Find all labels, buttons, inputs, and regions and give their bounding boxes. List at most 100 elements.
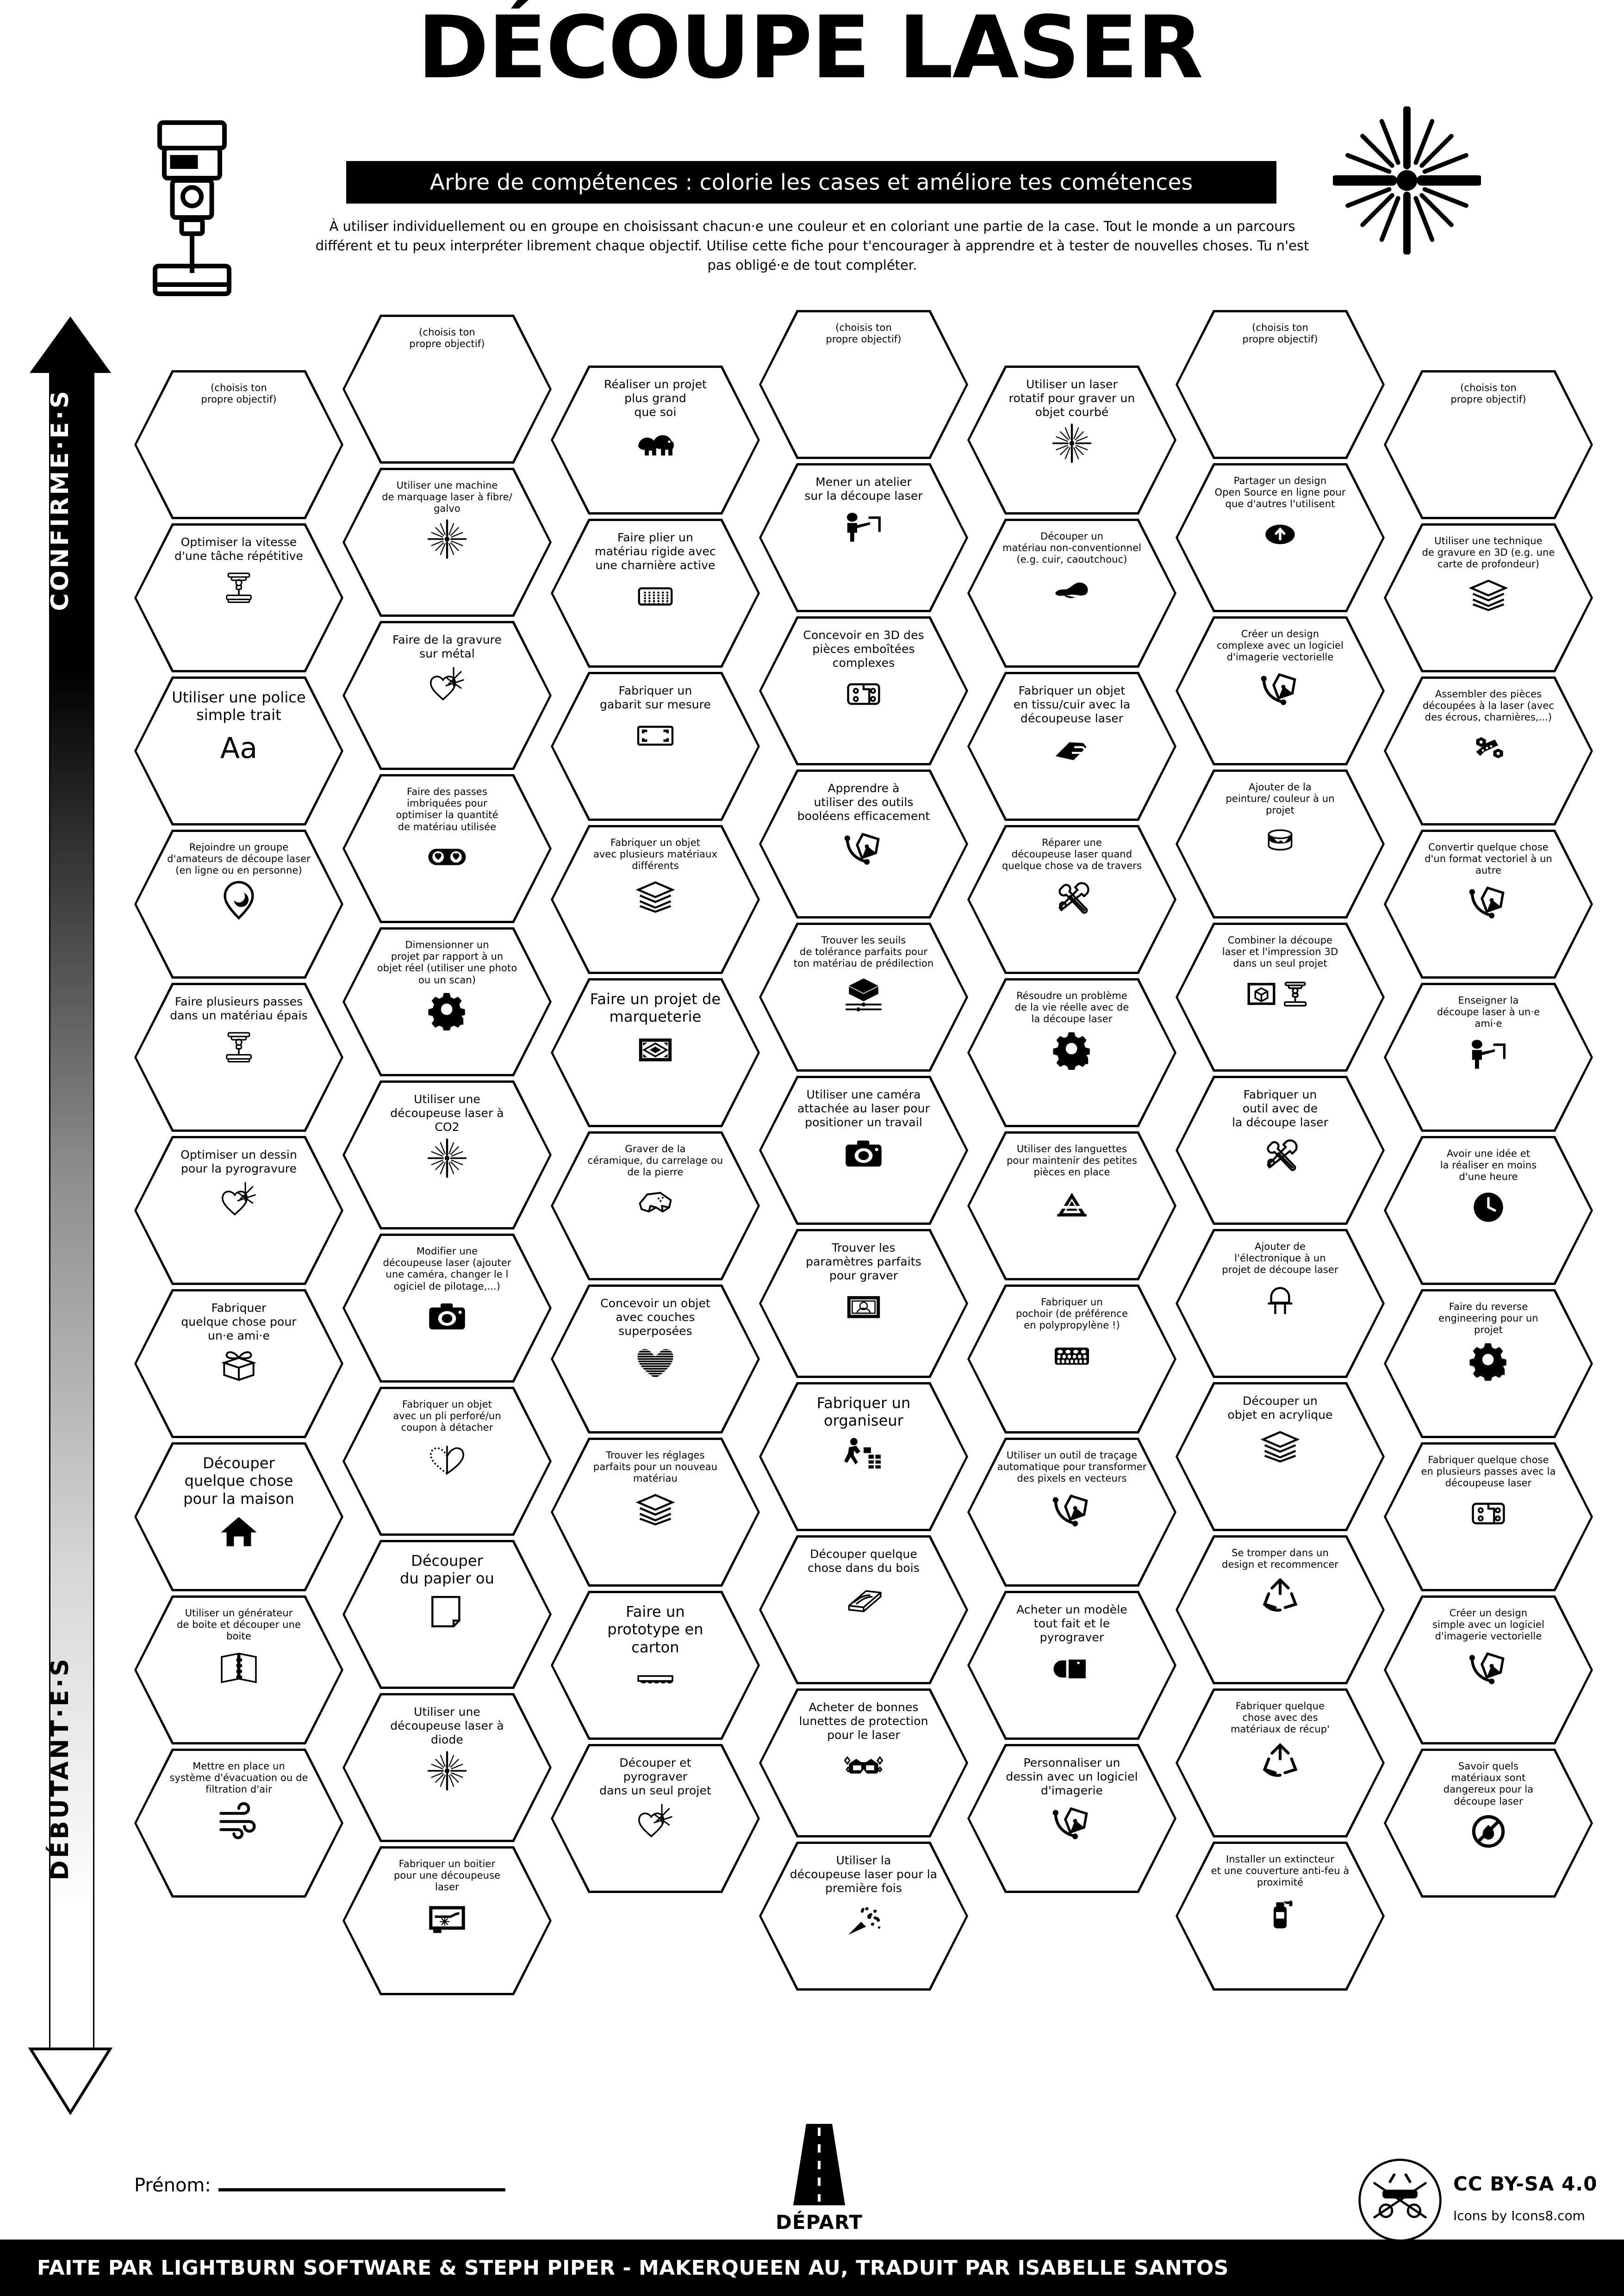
skill-hex-c6-r2[interactable]: Partager un design Open Source en ligne p… xyxy=(1176,463,1385,612)
skill-hex-c3-r8[interactable]: Trouver les réglages parfaits pour un nou… xyxy=(551,1438,760,1587)
presenter-icon xyxy=(1468,1035,1509,1074)
skill-hex-c5-r7[interactable]: Fabriquer un pochoir (de préférence en pol… xyxy=(967,1285,1176,1433)
skill-hex-c2-r10[interactable]: Utiliser une découpeuse laser à diode xyxy=(342,1693,552,1842)
hex-label: Fabriquer un pochoir (de préférence en pol… xyxy=(1016,1297,1128,1331)
hex-content: Découper un matériau non-conventionnel (e.… xyxy=(967,519,1176,668)
hex-fill xyxy=(345,1542,549,1687)
pen-tool-icon xyxy=(1052,1802,1092,1841)
skill-hex-c2-r4[interactable]: Faire des passes imbriquées pour optimiser… xyxy=(342,774,552,923)
skill-hex-c6-r8[interactable]: Découper un objet en acrylique xyxy=(1176,1382,1385,1531)
skill-hex-c1-r7[interactable]: Fabriquer quelque chose pour un·e ami·e xyxy=(134,1289,343,1438)
skill-hex-c3-r1[interactable]: Réaliser un projet plus grand que soi xyxy=(551,366,760,515)
skill-hex-c3-r3[interactable]: Fabriquer un gabarit sur mesure xyxy=(551,672,760,821)
skill-hex-c1-r5[interactable]: Faire plusieurs passes dans un matériau é… xyxy=(134,983,343,1132)
folded-fabric-icon xyxy=(1052,730,1092,769)
skill-hex-c4-r2[interactable]: Mener un atelier sur la découpe laser xyxy=(759,463,968,612)
hex-fill xyxy=(970,1440,1174,1584)
gear-settings-icon xyxy=(427,991,467,1030)
skill-hex-c5-r2[interactable]: Découper un matériau non-conventionnel (e.… xyxy=(967,519,1176,668)
skill-hex-c5-r8[interactable]: Utiliser un outil de traçage automatique … xyxy=(967,1438,1176,1587)
skill-hex-c3-r9[interactable]: Faire un prototype en carton xyxy=(551,1591,760,1740)
skill-hex-c6-r3[interactable]: Créer un design complexe avec un logiciel… xyxy=(1176,616,1385,765)
skill-hex-c2-r11[interactable]: Fabriquer un boitier pour une découpeuse l… xyxy=(342,1846,552,1995)
skill-hex-c2-r7[interactable]: Modifier une découpeuse laser (ajouter une… xyxy=(342,1234,552,1383)
hex-content: Utiliser une découpeuse laser à CO2 xyxy=(342,1080,552,1229)
skill-hex-c6-r6[interactable]: Fabriquer un outil avec de la découpe lase… xyxy=(1176,1076,1385,1225)
skill-hex-c7-r10[interactable]: Savoir quels matériaux sont dangereux pour… xyxy=(1384,1749,1593,1898)
skill-hex-c4-r7[interactable]: Trouver les paramètres parfaits pour grave… xyxy=(759,1229,968,1378)
skill-hex-c4-r11[interactable]: Utiliser la découpeuse laser pour la premi… xyxy=(759,1842,968,1991)
skill-hex-c3-r7[interactable]: Concevoir un objet avec couches superposée… xyxy=(551,1285,760,1433)
hex-label: Trouver les réglages parfaits pour un nou… xyxy=(593,1450,718,1484)
skill-hex-c5-r10[interactable]: Personnaliser un dessin avec un logiciel d… xyxy=(967,1744,1176,1893)
skill-hex-c4-r4[interactable]: Apprendre à utiliser des outils booléens e… xyxy=(759,769,968,918)
hex-content: (choisis ton propre objectif) xyxy=(134,370,343,519)
skill-hex-c6-r10[interactable]: Fabriquer quelque chose avec des matériaux… xyxy=(1176,1688,1385,1837)
skill-hex-c4-r10[interactable]: Acheter de bonnes lunettes de protection p… xyxy=(759,1688,968,1837)
skill-hex-c4-r3[interactable]: Concevoir en 3D des pièces emboîtées compl… xyxy=(759,616,968,765)
page-title: DÉCOUPE LASER xyxy=(417,0,1203,98)
skill-hex-c6-r11[interactable]: Installer un extincteur et une couverture… xyxy=(1176,1842,1385,1991)
skill-hex-c7-r5[interactable]: Enseigner la découpe laser à un·e ami·e xyxy=(1384,983,1593,1132)
skill-hex-c3-r5[interactable]: Faire un projet de marqueterie xyxy=(551,978,760,1127)
hex-fill xyxy=(553,1746,758,1891)
skill-hex-c2-r6[interactable]: Utiliser une découpeuse laser à CO2 xyxy=(342,1080,552,1229)
skill-hex-c2-r8[interactable]: Fabriquer un objet avec un pli perforé/un… xyxy=(342,1387,552,1536)
skill-hex-c1-r2[interactable]: Optimiser la vitesse d'une tâche répétiti… xyxy=(134,523,343,672)
wind-icon xyxy=(218,1800,259,1839)
gift-icon xyxy=(218,1347,259,1386)
skill-hex-c4-r6[interactable]: Utiliser une caméra attachée au laser pou… xyxy=(759,1076,968,1225)
credits-text: FAITE PAR LIGHTBURN SOFTWARE & STEPH PIP… xyxy=(37,2256,1229,2280)
skill-hex-c7-r2[interactable]: Utiliser une technique de gravure en 3D (… xyxy=(1384,523,1593,672)
hex-content: Fabriquer un pochoir (de préférence en pol… xyxy=(967,1285,1176,1433)
skill-hex-c1-r1[interactable]: (choisis ton propre objectif) xyxy=(134,370,343,519)
skill-hex-c5-r4[interactable]: Réparer une découpeuse laser quand quelque… xyxy=(967,825,1176,974)
skill-hex-c3-r2[interactable]: Faire plier un matériau rigide avec une ch… xyxy=(551,519,760,668)
skill-hex-c4-r5[interactable]: Trouver les seuils de tolérance parfaits … xyxy=(759,923,968,1072)
skill-hex-c4-r8[interactable]: Fabriquer un organiseur xyxy=(759,1382,968,1531)
skill-hex-c3-r4[interactable]: Fabriquer un objet avec plusieurs matéria… xyxy=(551,825,760,974)
skill-hex-c2-r2[interactable]: Utiliser une machine de marquage laser à … xyxy=(342,468,552,617)
hex-fill xyxy=(761,772,966,916)
skill-hex-c7-r3[interactable]: Assembler des pièces découpées à la laser… xyxy=(1384,676,1593,825)
skill-hex-c7-r6[interactable]: Avoir une idée et la réaliser en moins d'u… xyxy=(1384,1136,1593,1285)
skill-hex-c1-r9[interactable]: Utiliser un générateur de boite et découp… xyxy=(134,1595,343,1744)
skill-hex-c7-r4[interactable]: Convertir quelque chose d'un format vecto… xyxy=(1384,830,1593,979)
skill-hex-c5-r3[interactable]: Fabriquer un objet en tissu/cuir avec la d… xyxy=(967,672,1176,821)
skill-hex-c5-r9[interactable]: Acheter un modèle tout fait et le pyrograv… xyxy=(967,1591,1176,1740)
skill-hex-c2-r5[interactable]: Dimensionner un projet par rapport à un ob… xyxy=(342,927,552,1076)
skill-hex-c1-r8[interactable]: Découper quelque chose pour la maison xyxy=(134,1442,343,1591)
skill-hex-c3-r6[interactable]: Graver de la céramique, du carrelage ou de… xyxy=(551,1131,760,1280)
skill-hex-c7-r1[interactable]: (choisis ton propre objectif) xyxy=(1384,370,1593,519)
skill-hex-c2-r9[interactable]: Découper du papier ou xyxy=(342,1540,552,1689)
prenom-write-line[interactable] xyxy=(218,2188,505,2191)
hex-label: Découper un matériau non-conventionnel (e.… xyxy=(1002,531,1142,565)
skill-hex-c1-r6[interactable]: Optimiser un dessin pour la pyrogravure xyxy=(134,1136,343,1285)
skill-hex-c6-r9[interactable]: Se tromper dans un design et recommencer xyxy=(1176,1535,1385,1684)
skill-hex-c4-r1[interactable]: (choisis ton propre objectif) xyxy=(759,310,968,459)
marquetry-icon xyxy=(635,1030,676,1069)
skill-hex-c2-r1[interactable]: (choisis ton propre objectif) xyxy=(342,315,552,464)
skill-hex-c1-r10[interactable]: Mettre en place un système d'évacuation o… xyxy=(134,1749,343,1898)
skill-hex-c5-r5[interactable]: Résoudre un problème de la vie réelle ave… xyxy=(967,978,1176,1127)
skill-hex-c6-r5[interactable]: Combiner la découpe laser et l'impression… xyxy=(1176,923,1385,1072)
skill-hex-c7-r8[interactable]: Fabriquer quelque chose en plusieurs pass… xyxy=(1384,1442,1593,1591)
skill-hex-c6-r7[interactable]: Ajouter de l'électronique à un projet de d… xyxy=(1176,1229,1385,1378)
skill-hex-c4-r9[interactable]: Découper quelque chose dans du bois xyxy=(759,1535,968,1684)
skill-hex-c3-r10[interactable]: Découper et pyrograver dans un seul projet xyxy=(551,1744,760,1893)
name-field[interactable]: Prénom: xyxy=(134,2175,505,2196)
laser-enclosure-icon xyxy=(427,1898,467,1937)
skill-hex-c7-r9[interactable]: Créer un design simple avec un logiciel d'… xyxy=(1384,1595,1593,1744)
skill-hex-c6-r4[interactable]: Ajouter de la peinture/ couleur à un proje… xyxy=(1176,769,1385,918)
skill-hex-c7-r7[interactable]: Faire du reverse engineering pour un proje… xyxy=(1384,1289,1593,1438)
skill-hex-c1-r4[interactable]: Rejoindre un groupe d'amateurs de découpe… xyxy=(134,830,343,979)
skill-hex-c1-r3[interactable]: Utiliser une police simple trait Aa xyxy=(134,676,343,825)
skill-hex-c2-r3[interactable]: Faire de la gravure sur métal xyxy=(342,621,552,770)
hex-label: Graver de la céramique, du carrelage ou de… xyxy=(587,1143,723,1178)
cardboard-icon xyxy=(635,1661,676,1700)
hex-content: Fabriquer un outil avec de la découpe lase… xyxy=(1176,1076,1385,1225)
skill-hex-c5-r6[interactable]: Utiliser des languettes pour maintenir de… xyxy=(967,1131,1176,1280)
skill-hex-c5-r1[interactable]: Utiliser un laser rotatif pour graver un o… xyxy=(967,366,1176,515)
tabs-icon xyxy=(1052,1183,1092,1222)
skill-hex-c6-r1[interactable]: (choisis ton propre objectif) xyxy=(1176,310,1385,459)
